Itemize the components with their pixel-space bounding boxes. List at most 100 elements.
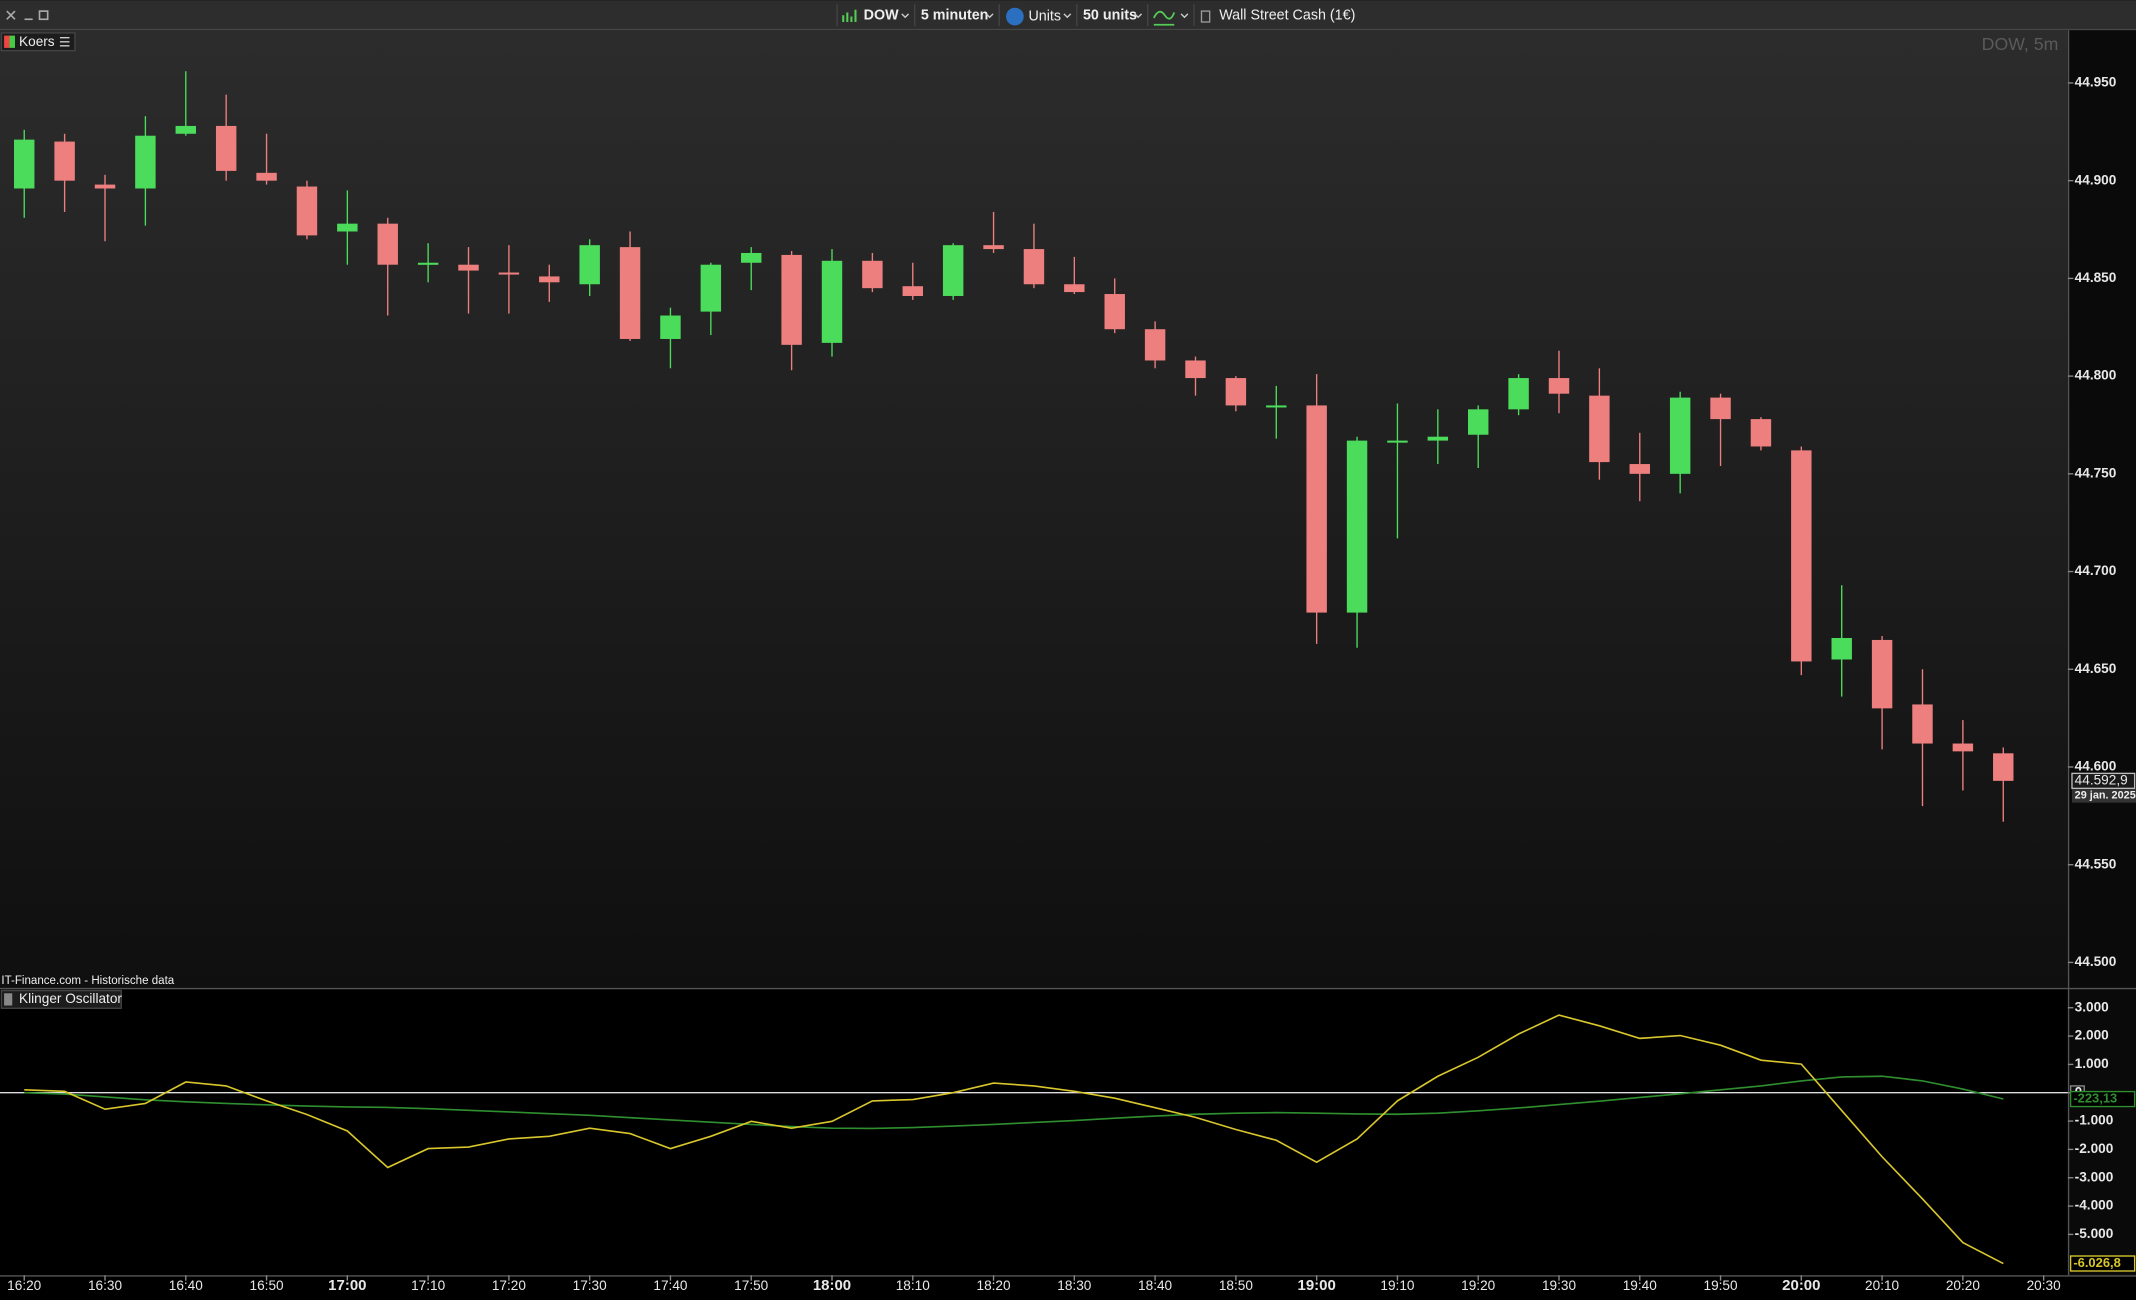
candle-body (94, 184, 116, 189)
candle-body (417, 262, 439, 265)
x-tick-label: 18:20 (977, 1278, 1011, 1293)
chevron[interactable] (985, 13, 994, 19)
candle-body (821, 260, 843, 343)
candle-body (1104, 294, 1125, 330)
candle-body (458, 264, 479, 271)
chart-type-icon[interactable] (1153, 10, 1176, 26)
candle-body (1346, 440, 1368, 613)
candle-body (781, 254, 802, 345)
instrument[interactable]: DOW (864, 8, 899, 24)
chevron[interactable] (1134, 13, 1143, 19)
y-tick-label: 44.650 (2075, 661, 2117, 676)
y-tick-label: -3.000 (2075, 1169, 2114, 1184)
y-tick-label: 44.900 (2075, 172, 2117, 187)
candle-body (660, 315, 681, 339)
x-tick-label: 17:50 (734, 1278, 768, 1293)
y-tick-label: 3.000 (2075, 999, 2109, 1014)
candle-body (741, 252, 762, 263)
chevron[interactable] (1063, 13, 1072, 19)
y-tick-label: 44.800 (2075, 368, 2117, 383)
x-tick-label: 18:00 (813, 1277, 851, 1294)
candle-body (337, 223, 358, 232)
x-tick-label: 19:30 (1542, 1278, 1576, 1293)
candle-body (619, 247, 641, 339)
units[interactable]: 50 units (1083, 8, 1137, 24)
x-tick-label: 17:10 (411, 1278, 445, 1293)
candle-body (1467, 409, 1489, 435)
x-tick-label: 20:00 (1782, 1277, 1820, 1294)
y-tick-label: 44.950 (2075, 75, 2117, 90)
x-tick-label: 19:40 (1623, 1278, 1657, 1293)
candle-body (1750, 419, 1772, 447)
x-tick-label: 19:00 (1298, 1277, 1336, 1294)
candle-body (1912, 704, 1933, 744)
maximize-button[interactable] (38, 10, 49, 21)
value-tag: -6.026,8 (2073, 1255, 2120, 1270)
price-tag-box (2071, 772, 2136, 790)
legend-icon-down (4, 35, 10, 48)
price-title[interactable]: Koers (19, 34, 55, 49)
candle-body (539, 276, 560, 283)
watermark: DOW, 5m (1982, 34, 2059, 54)
candle-body (1144, 329, 1166, 361)
osc-line (24, 1075, 2004, 1130)
x-tick-label: 18:40 (1138, 1278, 1172, 1293)
candle-body (1831, 637, 1852, 660)
candle-body (1952, 743, 1974, 752)
candle-body (1225, 378, 1247, 406)
candle-body (14, 139, 35, 189)
units-mode[interactable]: Units (1028, 8, 1061, 24)
candle-body (1387, 440, 1408, 443)
x-tick-label: 20:20 (1946, 1278, 1980, 1293)
window-controls[interactable] (6, 10, 49, 21)
chevron[interactable] (1180, 13, 1189, 19)
y-tick-label: 44.600 (2075, 759, 2117, 774)
candle-body (1669, 397, 1691, 474)
x-tick-label: 18:30 (1057, 1278, 1091, 1293)
price-legend-box[interactable] (0, 32, 76, 52)
candle-body (1427, 436, 1449, 441)
x-tick-label: 18:50 (1219, 1278, 1253, 1293)
candle-body (1710, 397, 1731, 420)
candle-body (256, 172, 277, 181)
osc-legend-box[interactable] (0, 989, 122, 1009)
candle-body (1508, 378, 1529, 410)
candle-body (1791, 450, 1812, 662)
candle-body (862, 260, 883, 289)
units-icon[interactable] (1006, 7, 1024, 26)
y-tick-label: -1.000 (2075, 1113, 2114, 1128)
source: IT-Finance.com - Historische data (1, 975, 174, 987)
y-tick-label: -4.000 (2075, 1198, 2114, 1213)
x-tick-label: 17:20 (492, 1278, 526, 1293)
x-tick-label: 17:30 (573, 1278, 607, 1293)
osc-title[interactable]: Klinger Oscillator (19, 991, 122, 1006)
candle-body (215, 125, 237, 171)
x-tick-label: 16:30 (88, 1278, 122, 1293)
toolbar (0, 0, 2136, 31)
x-tick-label: 17:00 (328, 1277, 366, 1294)
y-tick-label: 44.700 (2075, 563, 2117, 578)
y-tick-label: 44.500 (2075, 954, 2117, 969)
y-tick-label: -5.000 (2075, 1226, 2114, 1241)
x-tick-label: 16:40 (169, 1278, 203, 1293)
value-tag-box (2069, 1255, 2136, 1272)
x-tick-label: 20:10 (1865, 1278, 1899, 1293)
close-button[interactable] (6, 10, 16, 20)
candle-body (902, 286, 923, 296)
x-tick-label: 16:20 (7, 1278, 41, 1293)
legend-icon (4, 993, 13, 1006)
y-tick-label: -2.000 (2075, 1141, 2114, 1156)
product: Wall Street Cash (1€) (1219, 8, 1355, 24)
x-tick-label: 17:40 (653, 1278, 687, 1293)
info-icon[interactable] (1200, 10, 1211, 23)
y-tick-label: 1.000 (2075, 1056, 2109, 1071)
chevron[interactable] (901, 13, 910, 19)
menu-icon[interactable] (59, 36, 70, 47)
x-tick-label: 20:30 (2027, 1278, 2061, 1293)
candle-body (579, 245, 600, 285)
interval[interactable]: 5 minuten (921, 8, 989, 24)
candle-body (296, 186, 318, 236)
value-tag-box (2069, 1090, 2136, 1108)
y-tick-label: 44.550 (2075, 856, 2117, 871)
y-tick-label: 44.750 (2075, 465, 2117, 480)
